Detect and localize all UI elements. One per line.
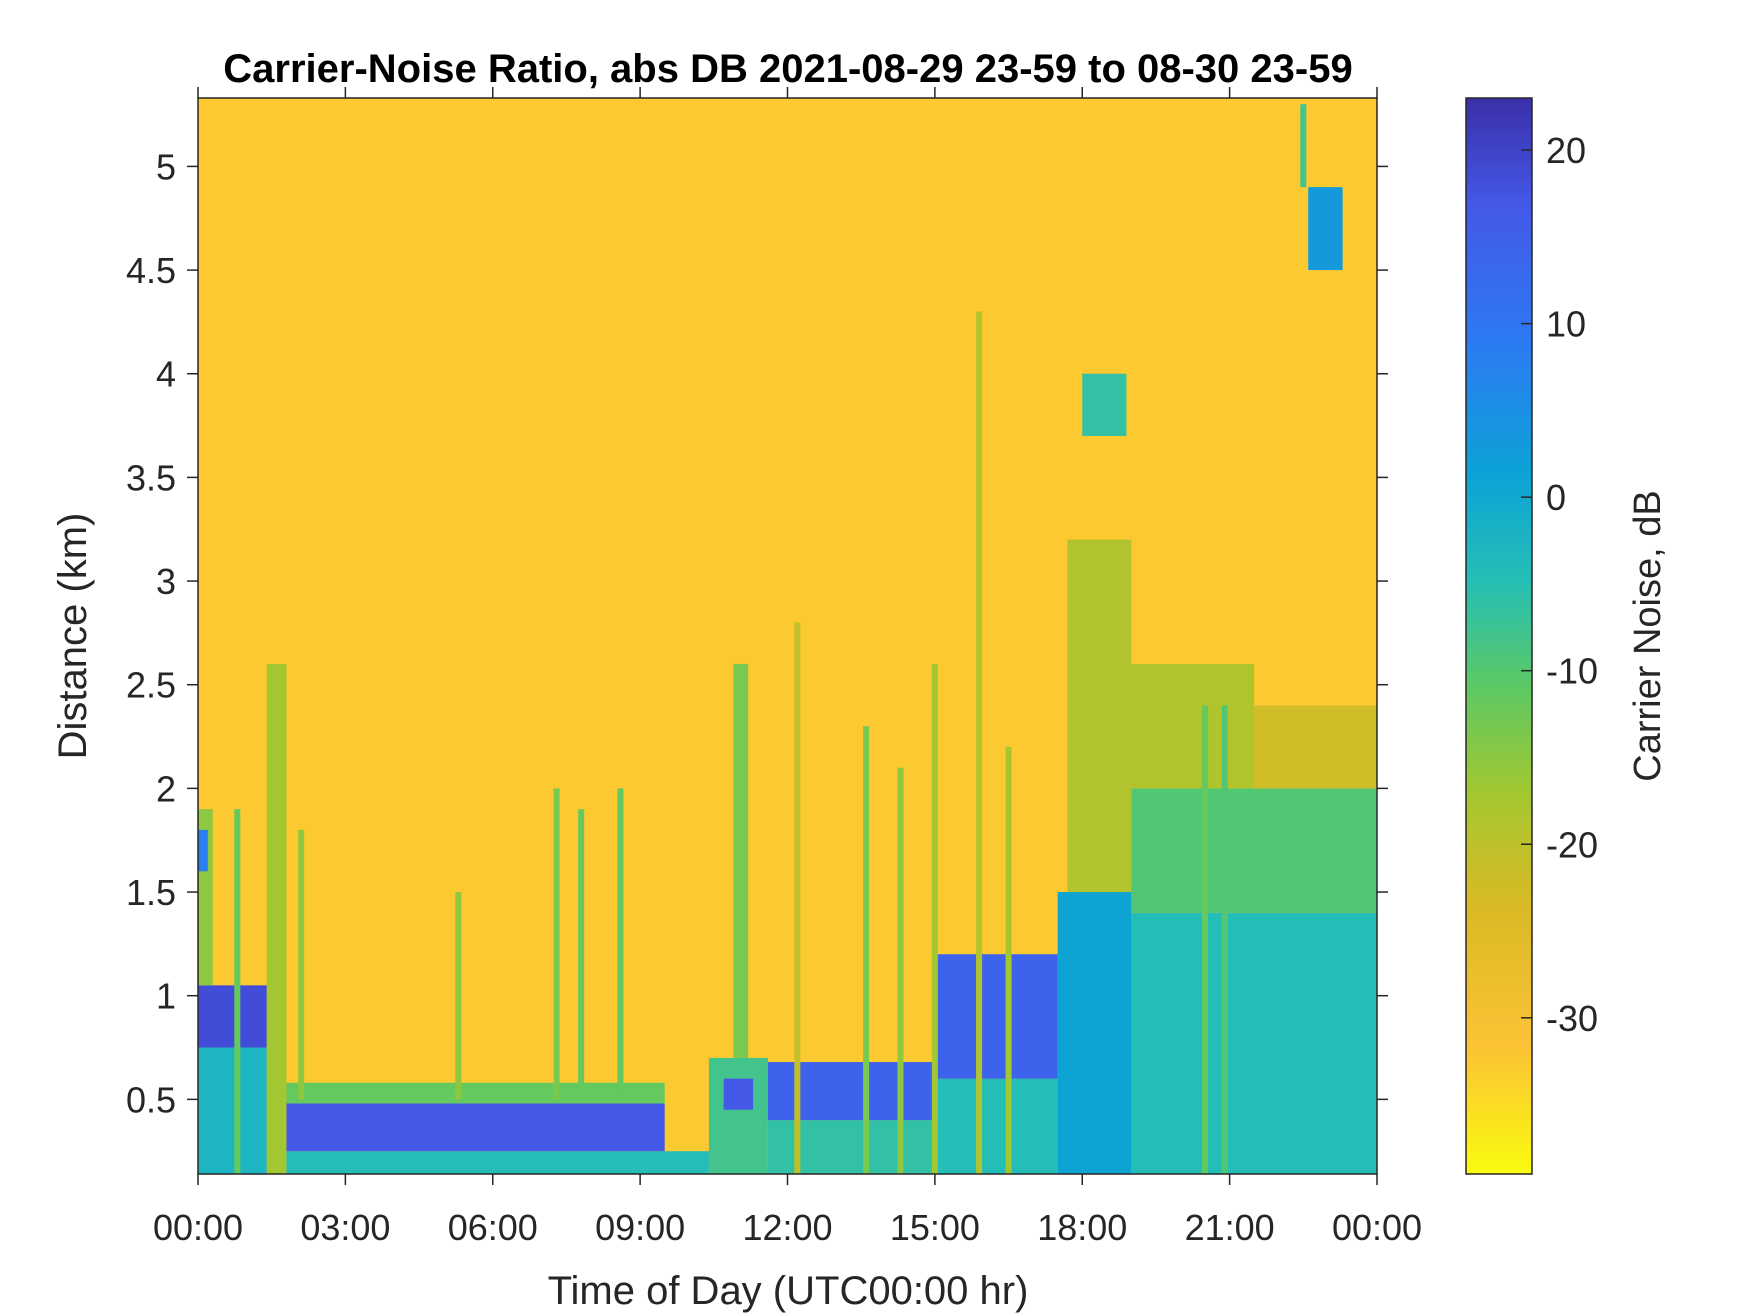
y-tick-label: 2.5 xyxy=(126,665,176,706)
heatmap-region xyxy=(286,1151,709,1174)
x-tick-label: 00:00 xyxy=(1332,1207,1422,1248)
heatmap-region xyxy=(1131,663,1255,789)
y-tick-label: 1.5 xyxy=(126,872,176,913)
heatmap-region xyxy=(198,829,208,872)
heatmap-region xyxy=(767,1062,935,1121)
heatmap-region xyxy=(198,985,267,1048)
heatmap-streak xyxy=(298,829,305,1100)
heatmap-region xyxy=(934,1078,1058,1174)
chart-title: Carrier-Noise Ratio, abs DB 2021-08-29 2… xyxy=(223,47,1352,91)
x-tick-label: 00:00 xyxy=(153,1207,243,1248)
heatmap-streak xyxy=(863,726,870,1174)
heatmap-region xyxy=(1131,912,1377,1174)
colorbar-ticks: 20 10 0 -10 -20 -30 xyxy=(1521,130,1598,1039)
x-tick-label: 09:00 xyxy=(595,1207,685,1248)
y-tick-label: 3 xyxy=(156,561,176,602)
heatmap-streak xyxy=(1005,746,1012,1174)
heatmap-region xyxy=(1308,187,1343,271)
heatmap-cells xyxy=(198,104,1377,1175)
colorbar-tick-label: -20 xyxy=(1546,824,1598,865)
y-tick-label: 5 xyxy=(156,146,176,187)
colorbar xyxy=(1465,97,1533,1175)
heatmap-streak xyxy=(897,767,904,1174)
heatmap-region xyxy=(198,1047,267,1174)
colorbar-tick-label: -10 xyxy=(1546,651,1598,692)
x-tick-label: 12:00 xyxy=(742,1207,832,1248)
heatmap-region xyxy=(1057,892,1132,1174)
heatmap-streak xyxy=(1221,705,1228,1174)
y-tick-label: 4 xyxy=(156,354,176,395)
heatmap-streak xyxy=(617,788,624,1100)
y-axis-label: Distance (km) xyxy=(51,513,95,760)
heatmap-region xyxy=(708,1057,768,1174)
y-tick-label: 2 xyxy=(156,768,176,809)
y-tick-label: 0.5 xyxy=(126,1079,176,1120)
x-tick-label: 21:00 xyxy=(1185,1207,1275,1248)
x-tick-label: 15:00 xyxy=(890,1207,980,1248)
heatmap-region xyxy=(286,1082,665,1104)
colorbar-tick-label: 10 xyxy=(1546,304,1586,345)
colorbar-label: Carrier Noise, dB xyxy=(1627,490,1669,781)
x-tick-label: 06:00 xyxy=(448,1207,538,1248)
heatmap-streak xyxy=(578,809,585,1100)
y-tick-label: 4.5 xyxy=(126,250,176,291)
heatmap-streak xyxy=(553,788,560,1100)
heatmap-region xyxy=(1131,788,1377,913)
heatmap-streak xyxy=(1202,705,1209,1174)
heatmap-streak xyxy=(1300,104,1307,188)
heatmap-region xyxy=(733,663,749,1058)
y-tick-label: 3.5 xyxy=(126,457,176,498)
heatmap-region xyxy=(723,1078,754,1110)
colorbar-tick-label: 0 xyxy=(1546,477,1566,518)
y-tick-label: 1 xyxy=(156,976,176,1017)
heatmap-streak xyxy=(976,311,983,1175)
heatmap-region xyxy=(286,1103,665,1152)
heatmap-region xyxy=(767,1120,935,1174)
heatmap-streak xyxy=(455,892,462,1100)
y-axis: 0.5 1 1.5 2 2.5 3 3.5 4 4.5 5 xyxy=(126,146,1388,1120)
heatmap-region xyxy=(1254,705,1377,789)
x-axis: 00:00 03:00 06:00 09:00 12:00 15:00 18:00 21:00… xyxy=(153,87,1422,1248)
heatmap-streak xyxy=(234,809,241,1174)
x-tick-label: 03:00 xyxy=(300,1207,390,1248)
heatmap-region xyxy=(1082,373,1127,436)
heatmap-streak xyxy=(931,663,938,1174)
heatmap-region xyxy=(1067,539,1132,893)
x-axis-label: Time of Day (UTC00:00 hr) xyxy=(548,1269,1029,1313)
colorbar-tick-label: -30 xyxy=(1546,998,1598,1039)
colorbar-tick-label: 20 xyxy=(1546,130,1586,171)
heatmap-streak xyxy=(794,622,801,1174)
heatmap-region xyxy=(266,663,287,1174)
heatmap-region xyxy=(934,954,1058,1079)
x-tick-label: 18:00 xyxy=(1037,1207,1127,1248)
